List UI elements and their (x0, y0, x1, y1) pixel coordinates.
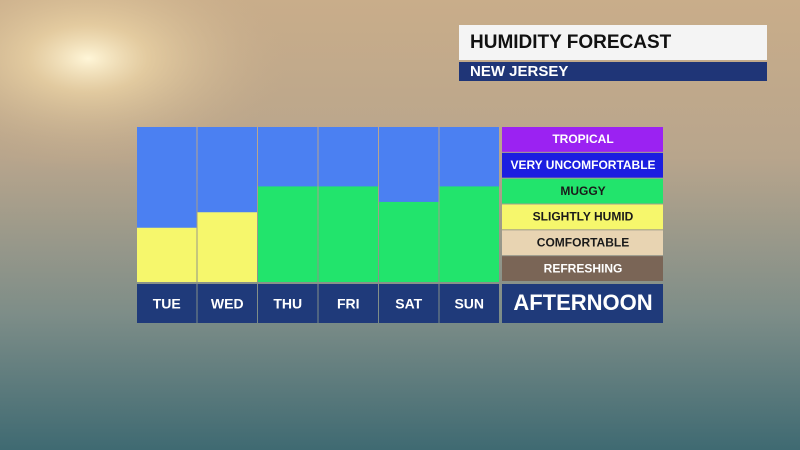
legend-label: REFRESHING (544, 261, 623, 275)
legend-swatch (502, 230, 663, 256)
day-box (197, 284, 257, 323)
legend-swatch (502, 204, 663, 230)
x-label: AFTERNOON (513, 290, 652, 315)
day-box (439, 284, 499, 323)
legend-label: SLIGHTLY HUMID (533, 210, 634, 224)
legend-swatch (502, 152, 663, 178)
bar (258, 186, 318, 282)
legend-label: MUGGY (560, 184, 605, 198)
day-box (379, 284, 439, 323)
legend-label: TROPICAL (552, 132, 613, 146)
day-box (137, 284, 197, 323)
x-tick-label: FRI (337, 296, 360, 312)
chart-title: HUMIDITY FORECAST (470, 32, 672, 53)
bar (137, 227, 197, 282)
x-tick-label: THU (273, 296, 302, 312)
bar (318, 186, 378, 282)
legend-swatch (502, 178, 663, 204)
day-box (258, 284, 318, 323)
legend-label: VERY UNCOMFORTABLE (510, 158, 655, 172)
bar (439, 186, 499, 282)
title-box (459, 25, 767, 60)
x-tick-label: TUE (153, 296, 181, 312)
x-tick-label: SAT (395, 296, 422, 312)
x-tick-label: SUN (454, 296, 484, 312)
legend-label: COMFORTABLE (537, 235, 629, 249)
bar (197, 212, 257, 282)
legend-swatch (502, 127, 663, 152)
x-label-box (502, 284, 663, 323)
bar (379, 201, 439, 282)
legend-swatch (502, 256, 663, 281)
subtitle-box (459, 62, 767, 81)
chart-subtitle: NEW JERSEY (470, 63, 568, 80)
day-box (318, 284, 378, 323)
x-tick-label: WED (211, 296, 244, 312)
